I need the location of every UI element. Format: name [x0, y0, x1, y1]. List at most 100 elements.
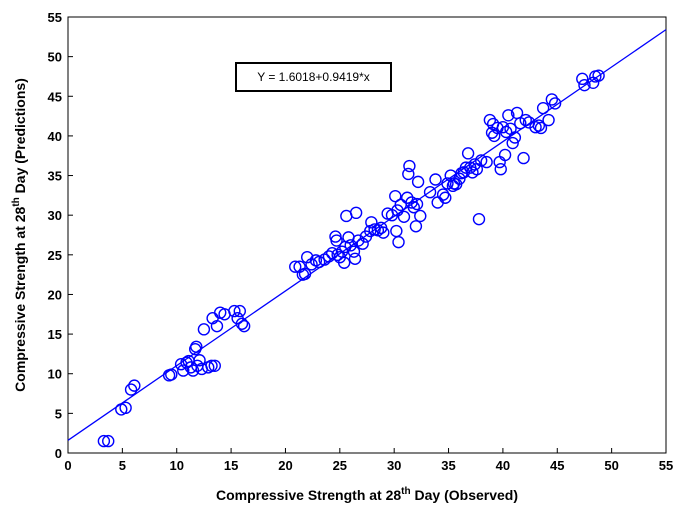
y-tick-label: 15: [48, 327, 62, 342]
data-point: [542, 113, 555, 127]
data-point: [429, 173, 442, 186]
data-point: [414, 209, 427, 223]
data-point: [472, 212, 486, 226]
data-point: [494, 163, 507, 176]
data-point: [377, 226, 390, 239]
data-point: [488, 129, 501, 143]
data-point: [177, 364, 190, 377]
data-point: [356, 237, 369, 250]
data-point: [536, 101, 550, 115]
data-point: [298, 267, 312, 281]
data-point: [205, 359, 218, 372]
x-tick-label: 55: [659, 458, 673, 473]
data-point: [312, 255, 326, 269]
data-point: [498, 148, 512, 162]
x-tick-label: 40: [496, 458, 510, 473]
x-tick-label: 5: [119, 458, 126, 473]
x-tick-label: 0: [64, 458, 71, 473]
data-point: [508, 131, 522, 144]
data-point: [441, 177, 454, 190]
data-point: [349, 206, 363, 220]
y-tick-label: 5: [55, 406, 62, 421]
equation-box: Y = 1.6018+0.9419*x: [235, 62, 392, 92]
data-point: [534, 121, 548, 135]
x-tick-label: 20: [278, 458, 292, 473]
y-tick-label: 50: [48, 50, 62, 65]
data-point: [208, 359, 221, 372]
x-axis-ticks: 0 5 10 15 20 25 30 35 40 45 50 55: [64, 448, 673, 473]
x-tick-label: 35: [441, 458, 455, 473]
data-point: [411, 175, 425, 189]
data-point: [403, 159, 416, 173]
data-point: [301, 250, 314, 264]
y-axis-ticks: 0 5 10 15 20 25 30 35 40 45 50 55: [48, 10, 73, 461]
data-point: [102, 434, 115, 448]
x-tick-label: 30: [387, 458, 401, 473]
data-point: [348, 252, 362, 265]
y-axis-title: Compressive Strength at 28th Day (Predic…: [11, 78, 28, 392]
data-point: [228, 304, 241, 318]
data-point: [365, 216, 378, 229]
data-point: [289, 260, 302, 273]
data-point: [545, 93, 559, 106]
y-tick-label: 20: [48, 287, 62, 302]
x-tick-label: 50: [604, 458, 618, 473]
data-point: [397, 210, 411, 223]
data-point: [517, 151, 530, 165]
data-point: [128, 379, 141, 392]
y-tick-label: 10: [48, 367, 62, 382]
data-point: [347, 245, 361, 258]
data-point: [474, 154, 488, 167]
data-point: [235, 317, 249, 330]
data-point: [423, 185, 437, 199]
data-point: [461, 147, 475, 160]
x-tick-label: 10: [169, 458, 183, 473]
data-point: [197, 323, 211, 336]
data-point: [506, 136, 519, 150]
data-point: [190, 340, 203, 353]
data-point: [392, 235, 405, 249]
data-point: [330, 234, 343, 247]
data-point: [119, 401, 132, 415]
data-point: [233, 304, 246, 318]
data-point: [439, 191, 452, 204]
x-tick-label: 45: [550, 458, 564, 473]
data-point: [237, 319, 251, 333]
x-axis-title: Compressive Strength at 28th Day (Observ…: [216, 486, 518, 503]
data-point: [410, 197, 424, 211]
data-point: [519, 113, 532, 127]
data-point: [578, 78, 591, 92]
data-point: [210, 319, 224, 333]
data-point: [436, 188, 450, 201]
data-points: [97, 69, 605, 448]
data-point: [371, 224, 385, 237]
data-point: [407, 201, 420, 214]
y-tick-label: 35: [48, 169, 62, 184]
data-point: [337, 256, 351, 269]
y-tick-label: 40: [48, 129, 62, 144]
data-point: [389, 189, 402, 203]
data-point: [453, 172, 466, 185]
equation-label: Y = 1.6018+0.9419*x: [257, 70, 370, 84]
data-point: [409, 220, 423, 233]
data-point: [97, 434, 111, 448]
data-point: [592, 69, 605, 82]
data-point: [483, 113, 497, 127]
data-point: [532, 119, 545, 132]
data-point: [326, 247, 339, 260]
data-point: [480, 155, 493, 169]
data-point: [165, 368, 178, 381]
y-tick-label: 30: [48, 208, 62, 223]
data-point: [502, 109, 515, 122]
data-point: [193, 354, 206, 367]
data-point: [576, 72, 589, 86]
y-tick-label: 25: [48, 248, 62, 263]
data-point: [402, 167, 415, 181]
data-point: [124, 383, 138, 396]
x-tick-label: 25: [333, 458, 347, 473]
x-tick-label: 15: [224, 458, 238, 473]
data-point: [548, 97, 562, 110]
y-tick-label: 55: [48, 10, 62, 25]
y-tick-label: 45: [48, 89, 62, 104]
